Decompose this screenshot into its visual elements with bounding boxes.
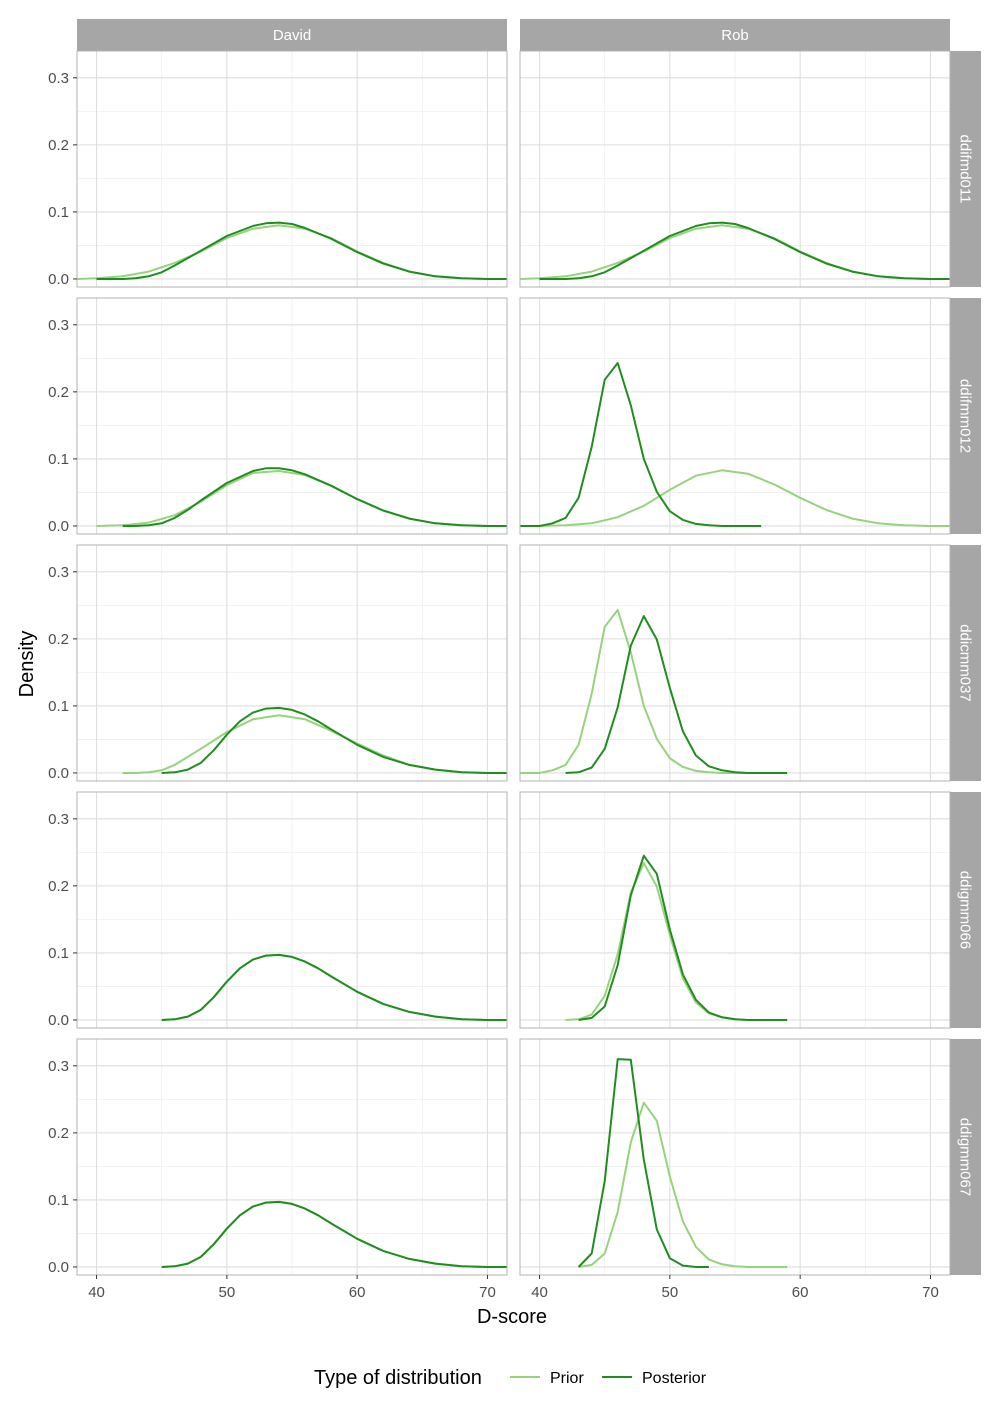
panel-border xyxy=(76,297,508,535)
x-tick-label: 60 xyxy=(349,1284,366,1301)
row-strip-ddicmm037 xyxy=(948,545,981,781)
series-line-posterior xyxy=(520,362,762,527)
panel-ddicmm037-david: 0.0 0.1 0.2 0.3 xyxy=(48,544,508,782)
y-tick-label: 0.3 xyxy=(48,811,69,828)
panel-ddicmm037-rob xyxy=(519,544,951,782)
column-strip-label: Rob xyxy=(721,27,749,44)
panel-border xyxy=(76,544,508,782)
x-tick-label: 40 xyxy=(88,1284,105,1301)
panel-ddifmm012-david: 0.0 0.1 0.2 0.3 xyxy=(48,297,508,535)
series-line-prior xyxy=(578,1101,788,1268)
column-strip-label: David xyxy=(273,27,311,44)
panel-border xyxy=(519,544,951,782)
y-tick-label: 0.3 xyxy=(48,564,69,581)
y-tick-label: 0.0 xyxy=(48,765,69,782)
y-tick-label: 0.3 xyxy=(48,1058,69,1075)
series-line-posterior xyxy=(578,854,788,1021)
panel-border xyxy=(519,791,951,1029)
y-tick-label: 0.0 xyxy=(48,1012,69,1029)
y-tick-label: 0.3 xyxy=(48,70,69,87)
x-tick-label: 50 xyxy=(219,1284,236,1301)
row-strip-label: ddigmm067 xyxy=(957,1118,974,1196)
y-axis-title: Density xyxy=(16,631,38,698)
y-tick-label: 0.1 xyxy=(48,451,69,468)
legend-label-prior: Prior xyxy=(550,1370,584,1387)
series-line-posterior xyxy=(96,221,507,280)
legend: Type of distribution Prior Posterior xyxy=(314,1367,707,1389)
y-tick-label: 0.1 xyxy=(48,698,69,715)
series-line-posterior xyxy=(565,615,788,774)
series-line-posterior xyxy=(577,1058,709,1268)
row-strip-ddifmd011 xyxy=(948,51,981,287)
x-tick-label: 60 xyxy=(792,1284,809,1301)
panel-ddifmm012-rob xyxy=(519,297,951,535)
series-line-posterior xyxy=(161,1200,507,1268)
series-line-posterior xyxy=(122,467,507,527)
x-tick-label: 50 xyxy=(662,1284,679,1301)
panels-layer: David Rob ddifmd011 ddifmm012 ddicmm037 ddigm… xyxy=(48,19,981,1301)
row-strip-label: ddifmd011 xyxy=(957,135,974,204)
panel-border xyxy=(76,791,508,1029)
x-axis-title: D-score xyxy=(477,1306,547,1328)
panel-ddigmm067-rob: 40 50 60 70 xyxy=(519,1038,951,1301)
series-line-prior xyxy=(520,469,950,527)
series-line-prior xyxy=(520,609,762,774)
legend-title: Type of distribution xyxy=(314,1367,482,1389)
series-line-posterior xyxy=(161,953,507,1021)
panel-ddigmm066-david: 0.0 0.1 0.2 0.3 xyxy=(48,791,508,1029)
panel-border xyxy=(519,50,951,288)
y-tick-label: 0.0 xyxy=(48,518,69,535)
row-strip-ddigmm066 xyxy=(948,792,981,1028)
series-line-posterior xyxy=(161,706,507,774)
panel-border xyxy=(76,50,508,288)
y-tick-label: 0.2 xyxy=(48,384,69,401)
panel-border xyxy=(519,297,951,535)
series-line-posterior xyxy=(539,221,950,280)
column-strip-rob xyxy=(520,19,950,51)
row-strip-ddigmm067 xyxy=(948,1039,981,1275)
y-tick-label: 0.0 xyxy=(48,271,69,288)
panel-ddifmd011-rob xyxy=(519,50,951,288)
y-tick-label: 0.0 xyxy=(48,1259,69,1276)
panel-ddigmm067-david: 0.0 0.1 0.2 0.3 40 50 60 70 xyxy=(48,1038,508,1301)
y-tick-label: 0.2 xyxy=(48,878,69,895)
x-tick-label: 70 xyxy=(479,1284,496,1301)
panel-ddifmd011-david: 0.0 0.1 0.2 0.3 xyxy=(48,50,508,288)
y-tick-label: 0.1 xyxy=(48,204,69,221)
x-tick-label: 40 xyxy=(531,1284,548,1301)
y-tick-label: 0.2 xyxy=(48,1125,69,1142)
row-strip-label: ddifmm012 xyxy=(957,379,974,453)
legend-label-posterior: Posterior xyxy=(642,1370,707,1387)
panel-border xyxy=(76,1038,508,1276)
row-strip-label: ddicmm037 xyxy=(957,624,974,702)
column-strip-david xyxy=(77,19,507,51)
row-strip-label: ddigmm066 xyxy=(957,871,974,949)
row-strip-ddifmm012 xyxy=(948,298,981,534)
y-tick-label: 0.1 xyxy=(48,945,69,962)
y-tick-label: 0.2 xyxy=(48,137,69,154)
x-tick-label: 70 xyxy=(922,1284,939,1301)
panel-border xyxy=(519,1038,951,1276)
y-tick-label: 0.1 xyxy=(48,1192,69,1209)
y-tick-label: 0.2 xyxy=(48,631,69,648)
panel-ddigmm066-rob xyxy=(519,791,951,1029)
y-tick-label: 0.3 xyxy=(48,317,69,334)
